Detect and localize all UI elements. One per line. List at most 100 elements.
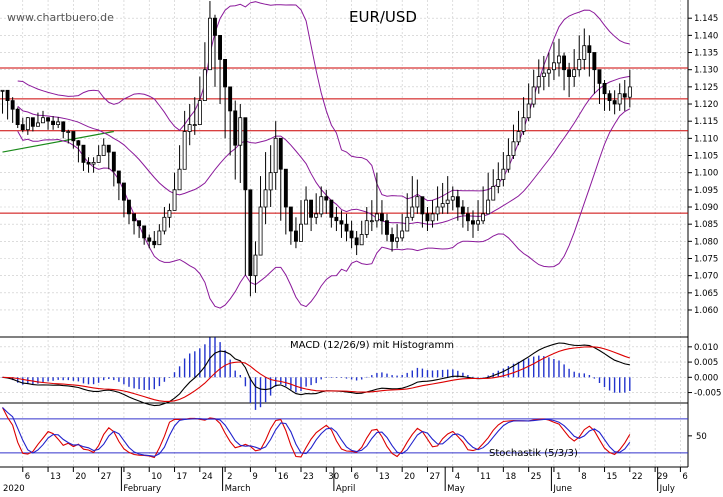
candle	[491, 169, 496, 201]
macd-histogram-bar	[143, 377, 145, 390]
macd-histogram-bar	[259, 377, 262, 408]
macd-histogram-bar	[447, 369, 449, 378]
candle	[546, 52, 551, 87]
macd-histogram-bar	[371, 375, 373, 378]
macd-histogram-bar	[462, 372, 464, 378]
macd-histogram-bar	[52, 377, 54, 381]
candle-body	[197, 100, 202, 125]
price-tick-label: 1.080	[694, 237, 718, 247]
candle	[369, 200, 374, 232]
macd-histogram-bar	[62, 377, 64, 381]
candle	[187, 104, 192, 146]
macd-histogram-bar	[624, 377, 626, 393]
macd-histogram-bar	[426, 370, 429, 378]
date-tick-label: 3	[126, 472, 131, 482]
candle-body	[142, 225, 147, 239]
candle-body	[122, 182, 126, 201]
bollinger-middle-band	[17, 75, 630, 225]
macd-histogram-bar	[527, 358, 530, 378]
macd-histogram-bar	[608, 377, 611, 391]
macd-label: MACD (12/26/9) mit Histogramm	[290, 340, 454, 351]
candle	[258, 176, 263, 256]
candle	[420, 196, 425, 228]
macd-histogram-bar	[158, 377, 161, 387]
macd-histogram-bar	[629, 377, 631, 391]
macd-histogram-bar	[128, 377, 130, 387]
candle	[162, 207, 167, 235]
candle	[223, 59, 227, 139]
date-tick-label: 11	[480, 472, 491, 482]
date-tick-label: 8	[581, 472, 586, 482]
macd-histogram-bar	[189, 353, 191, 378]
price-tick-label: 1.085	[694, 220, 718, 230]
macd-histogram-bar	[183, 358, 186, 378]
candle-body	[66, 131, 71, 133]
candle	[122, 182, 126, 218]
macd-histogram-bar	[355, 377, 358, 381]
price-tick-label: 1.100	[694, 169, 718, 179]
macd-histogram-bar	[598, 377, 601, 383]
candle-body	[243, 117, 248, 191]
macd-histogram-bar	[502, 368, 505, 378]
candle-body	[147, 237, 152, 242]
candle-body	[602, 83, 607, 95]
candle	[172, 172, 177, 211]
candle-body	[61, 121, 66, 132]
date-tick-label: 20	[404, 472, 415, 482]
candle	[511, 124, 516, 159]
candle	[147, 234, 152, 249]
price-tick-label: 1.115	[694, 117, 718, 127]
candle-body	[288, 206, 293, 232]
candle	[577, 35, 582, 77]
macd-histogram-bar	[391, 375, 393, 378]
candle	[309, 199, 313, 232]
macd-histogram-bar	[67, 377, 69, 381]
candle-body	[127, 199, 131, 215]
candle-body	[314, 213, 319, 218]
macd-histogram-bar	[421, 368, 424, 378]
candle-body	[253, 254, 258, 277]
candle	[602, 79, 607, 111]
stochastic-label: Stochastik (5/3/3)	[489, 448, 578, 459]
candle-body	[56, 121, 61, 126]
candle-body	[410, 206, 415, 218]
candle-body	[627, 86, 632, 98]
macd-histogram-bar	[269, 377, 272, 396]
candle-body	[536, 76, 541, 88]
candle-body	[51, 120, 55, 125]
candle	[374, 172, 379, 228]
candle	[572, 49, 577, 87]
candle-body	[440, 203, 445, 208]
candle-body	[400, 230, 405, 239]
macd-histogram-bar	[138, 377, 140, 390]
candle	[562, 52, 566, 91]
price-tick-label: 1.070	[694, 272, 718, 282]
stochastic-d-line	[2, 407, 631, 457]
macd-histogram-bar	[482, 377, 484, 378]
candle	[10, 97, 15, 123]
candle-body	[293, 230, 298, 242]
macd-histogram-bar	[345, 377, 348, 379]
candle	[142, 225, 147, 245]
candle-body	[278, 137, 283, 170]
macd-histogram-bar	[416, 367, 419, 378]
macd-histogram-bar	[72, 377, 75, 381]
macd-histogram-bar	[224, 350, 226, 378]
candle-body	[167, 209, 172, 218]
candle-body	[384, 220, 389, 235]
candle	[36, 112, 40, 127]
macd-histogram-bar	[275, 377, 277, 387]
date-tick-label: 13	[50, 472, 61, 482]
candle-body	[81, 144, 86, 163]
candle-body	[106, 144, 111, 153]
candle-body	[562, 55, 566, 71]
candle	[238, 104, 243, 183]
candle-body	[354, 237, 359, 246]
macd-histogram-bar	[563, 364, 565, 378]
candle-body	[567, 69, 571, 77]
candle-body	[36, 122, 40, 127]
candle-body	[152, 240, 157, 246]
macd-histogram-bar	[239, 375, 241, 378]
macd-signal-line	[2, 346, 630, 402]
candle-body	[460, 206, 465, 215]
